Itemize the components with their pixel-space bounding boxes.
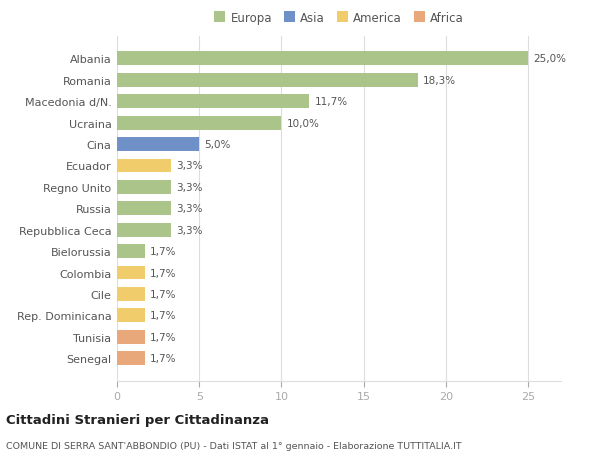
Bar bbox=[117, 202, 171, 216]
Bar bbox=[117, 180, 171, 195]
Text: 25,0%: 25,0% bbox=[533, 54, 566, 64]
Bar bbox=[117, 52, 528, 66]
Bar bbox=[117, 138, 199, 152]
Text: 5,0%: 5,0% bbox=[204, 140, 230, 150]
Text: 1,7%: 1,7% bbox=[150, 353, 176, 364]
Text: 18,3%: 18,3% bbox=[423, 76, 456, 86]
Bar bbox=[117, 352, 145, 365]
Text: 11,7%: 11,7% bbox=[314, 97, 347, 107]
Bar bbox=[117, 95, 310, 109]
Bar bbox=[117, 223, 171, 237]
Text: 3,3%: 3,3% bbox=[176, 161, 203, 171]
Bar bbox=[117, 159, 171, 173]
Bar bbox=[117, 309, 145, 323]
Bar bbox=[117, 117, 281, 130]
Bar bbox=[117, 287, 145, 301]
Text: 1,7%: 1,7% bbox=[150, 246, 176, 257]
Text: 3,3%: 3,3% bbox=[176, 204, 203, 214]
Text: 1,7%: 1,7% bbox=[150, 289, 176, 299]
Text: 3,3%: 3,3% bbox=[176, 183, 203, 192]
Text: 1,7%: 1,7% bbox=[150, 311, 176, 321]
Bar bbox=[117, 330, 145, 344]
Legend: Europa, Asia, America, Africa: Europa, Asia, America, Africa bbox=[212, 10, 467, 28]
Bar bbox=[117, 74, 418, 88]
Text: 1,7%: 1,7% bbox=[150, 332, 176, 342]
Text: 3,3%: 3,3% bbox=[176, 225, 203, 235]
Text: Cittadini Stranieri per Cittadinanza: Cittadini Stranieri per Cittadinanza bbox=[6, 413, 269, 426]
Text: COMUNE DI SERRA SANT'ABBONDIO (PU) - Dati ISTAT al 1° gennaio - Elaborazione TUT: COMUNE DI SERRA SANT'ABBONDIO (PU) - Dat… bbox=[6, 441, 461, 450]
Text: 1,7%: 1,7% bbox=[150, 268, 176, 278]
Bar bbox=[117, 245, 145, 258]
Bar bbox=[117, 266, 145, 280]
Text: 10,0%: 10,0% bbox=[286, 118, 319, 129]
